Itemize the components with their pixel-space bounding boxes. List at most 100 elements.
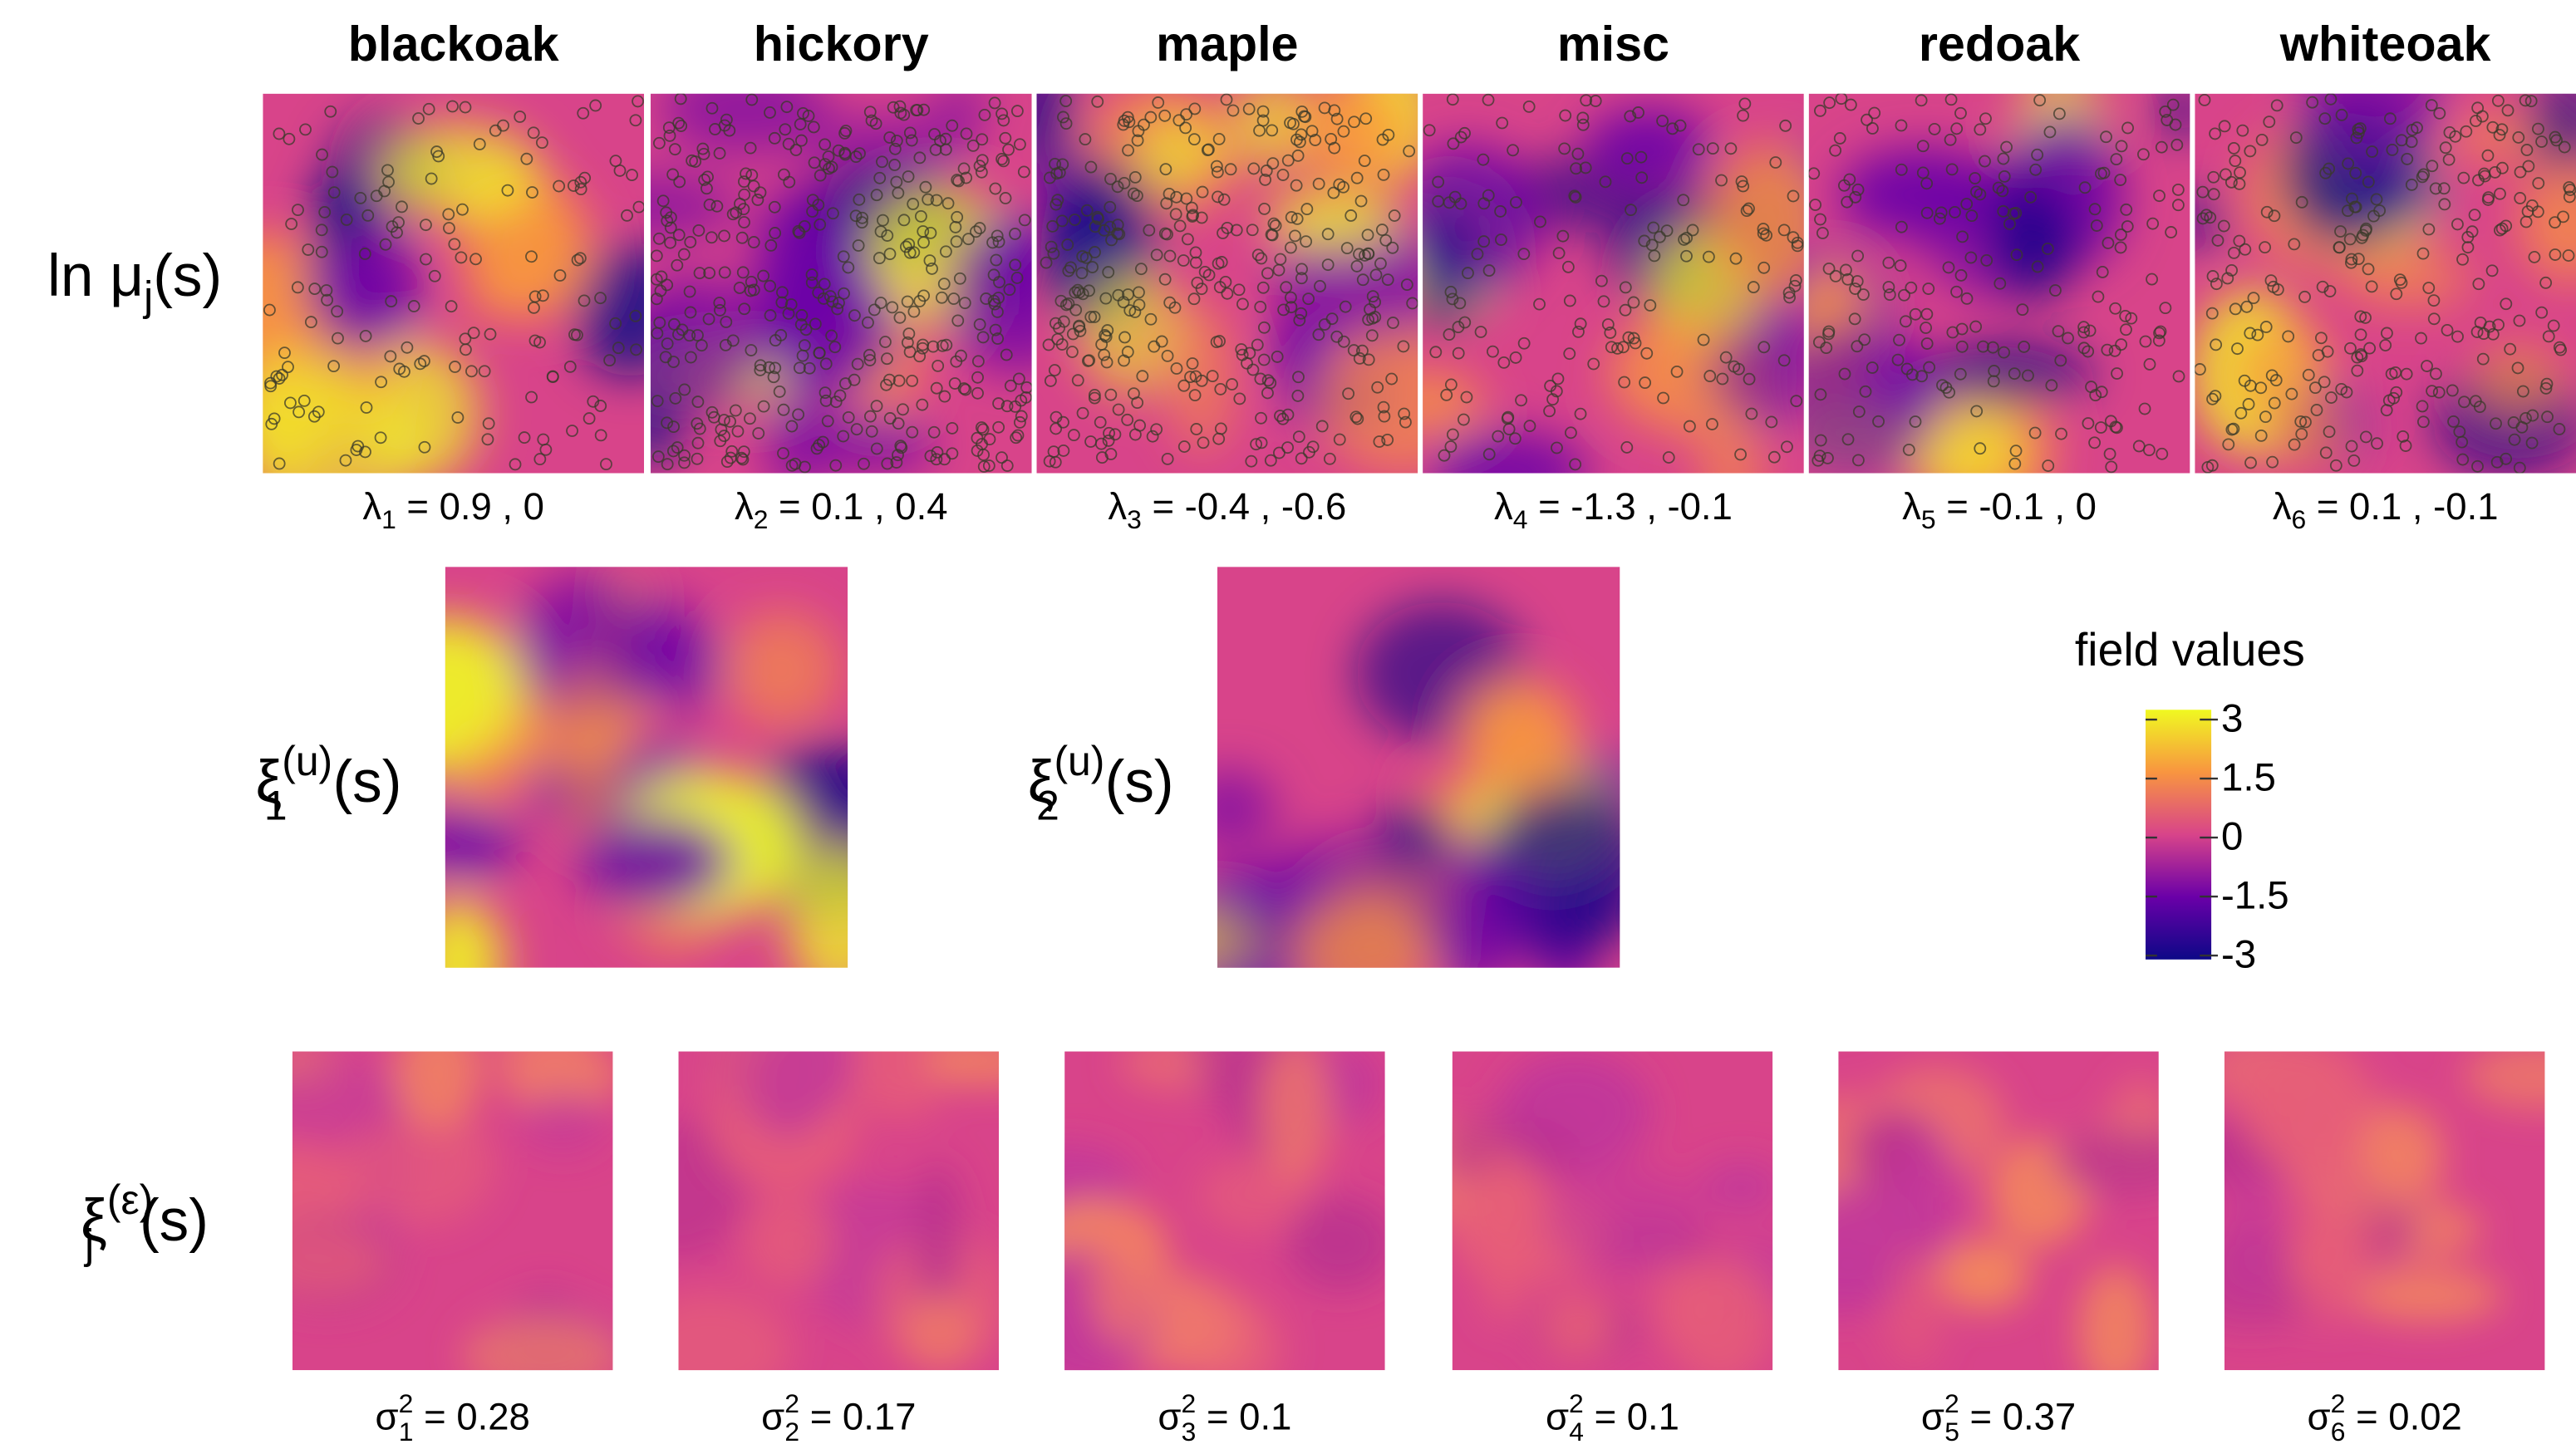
tree-point (1293, 314, 1306, 327)
tree-point (1117, 296, 1130, 309)
tree-point (1211, 165, 1224, 179)
tree-point (1601, 318, 1615, 331)
tree-point (1619, 281, 1632, 294)
tree-point (897, 403, 909, 416)
tree-point (1454, 130, 1467, 144)
tree-point (1305, 125, 1319, 138)
tree-point (1619, 303, 1632, 317)
tree-point (518, 431, 531, 444)
tree-point (1293, 135, 1306, 149)
tree-point (2221, 272, 2234, 285)
tree-point (2041, 242, 2054, 255)
tree-point (2471, 101, 2485, 115)
tree-point (1517, 248, 1531, 261)
param-label: σ2 3 = 0.1 (1158, 1388, 1291, 1447)
tree-point (2352, 253, 2365, 266)
tree-point (960, 171, 973, 184)
tree-point (1083, 284, 1095, 297)
tree-point (2508, 433, 2521, 446)
tree-point (856, 211, 869, 224)
tree-point (2083, 324, 2097, 337)
tree-point (553, 269, 567, 282)
tree-point (1369, 296, 1382, 309)
tree-point (632, 200, 644, 214)
tree-point (1201, 144, 1214, 157)
tree-point (1330, 112, 1344, 125)
label-sub: 1 (381, 504, 396, 534)
tree-point (1765, 415, 1778, 429)
tree-point (754, 186, 767, 199)
tree-point (976, 331, 990, 344)
param-label: ξ(u) 2 (s) (1028, 738, 1174, 828)
tree-point (2100, 130, 2112, 144)
label-sub: 2 (1036, 782, 1059, 828)
tree-point (784, 298, 798, 311)
tree-point (2325, 391, 2338, 404)
tree-point (1054, 294, 1068, 307)
tree-point (691, 395, 705, 409)
tree-point (291, 281, 304, 294)
tree-point (2389, 366, 2402, 379)
tree-point (2490, 417, 2502, 430)
field-blob (1064, 1144, 1135, 1216)
tree-point (2314, 332, 2328, 345)
tree-point (992, 292, 1005, 304)
field-panel (1423, 93, 1804, 474)
tree-point (2558, 140, 2571, 154)
tree-point (803, 361, 816, 375)
tree-point (1260, 165, 1273, 177)
tree-point (2088, 436, 2102, 449)
tree-point (2490, 455, 2504, 469)
tree-point (1447, 137, 1460, 150)
tree-point (428, 269, 441, 282)
label-sub: 5 (1944, 1417, 1959, 1447)
tree-point (1915, 94, 1928, 107)
tree-point (1189, 256, 1202, 269)
tree-point (2092, 290, 2105, 303)
tree-point (1653, 230, 1666, 243)
field-blob (1476, 1158, 1544, 1226)
tree-point (745, 344, 758, 356)
field-blob (678, 1291, 792, 1371)
tree-point (1269, 219, 1282, 233)
label-part: = -1.3 , -0.1 (1527, 485, 1732, 528)
field-blob (1078, 264, 1185, 397)
tree-point (693, 267, 706, 280)
tree-point (1378, 410, 1391, 423)
tree-point (354, 191, 367, 204)
tree-point (1477, 153, 1490, 166)
tree-point (959, 383, 972, 396)
tree-point (2242, 398, 2255, 410)
tree-point (1213, 335, 1226, 348)
tree-point (764, 279, 777, 292)
tree-point (980, 292, 993, 305)
tree-point (806, 194, 819, 207)
tree-point (769, 227, 782, 239)
field-blobs (263, 115, 644, 474)
field-blob (1937, 1240, 2030, 1310)
tree-point (1945, 163, 1959, 176)
tree-point (2137, 148, 2150, 161)
tree-point (1955, 340, 1969, 353)
tree-point (2054, 354, 2067, 367)
tree-point (446, 100, 459, 113)
label-sup: 2 (399, 1388, 414, 1418)
tree-point (2114, 241, 2127, 254)
tree-point (1814, 104, 1826, 117)
tree-point (1920, 206, 1934, 219)
tree-point (651, 450, 665, 464)
tree-point (903, 126, 917, 140)
tree-point (2535, 306, 2549, 319)
label-sub: 2 (784, 1417, 799, 1447)
tree-point (1950, 122, 1964, 135)
tree-point (697, 147, 710, 160)
tree-point (1559, 109, 1572, 122)
tree-point (2251, 328, 2264, 341)
tree-point (2260, 205, 2274, 219)
field-blob (445, 898, 504, 968)
tree-point (1295, 263, 1308, 276)
tree-point (1150, 248, 1163, 262)
tree-point (1458, 126, 1471, 140)
label-part: = 0.9 , 0 (396, 485, 544, 528)
field-blob (913, 1162, 963, 1309)
